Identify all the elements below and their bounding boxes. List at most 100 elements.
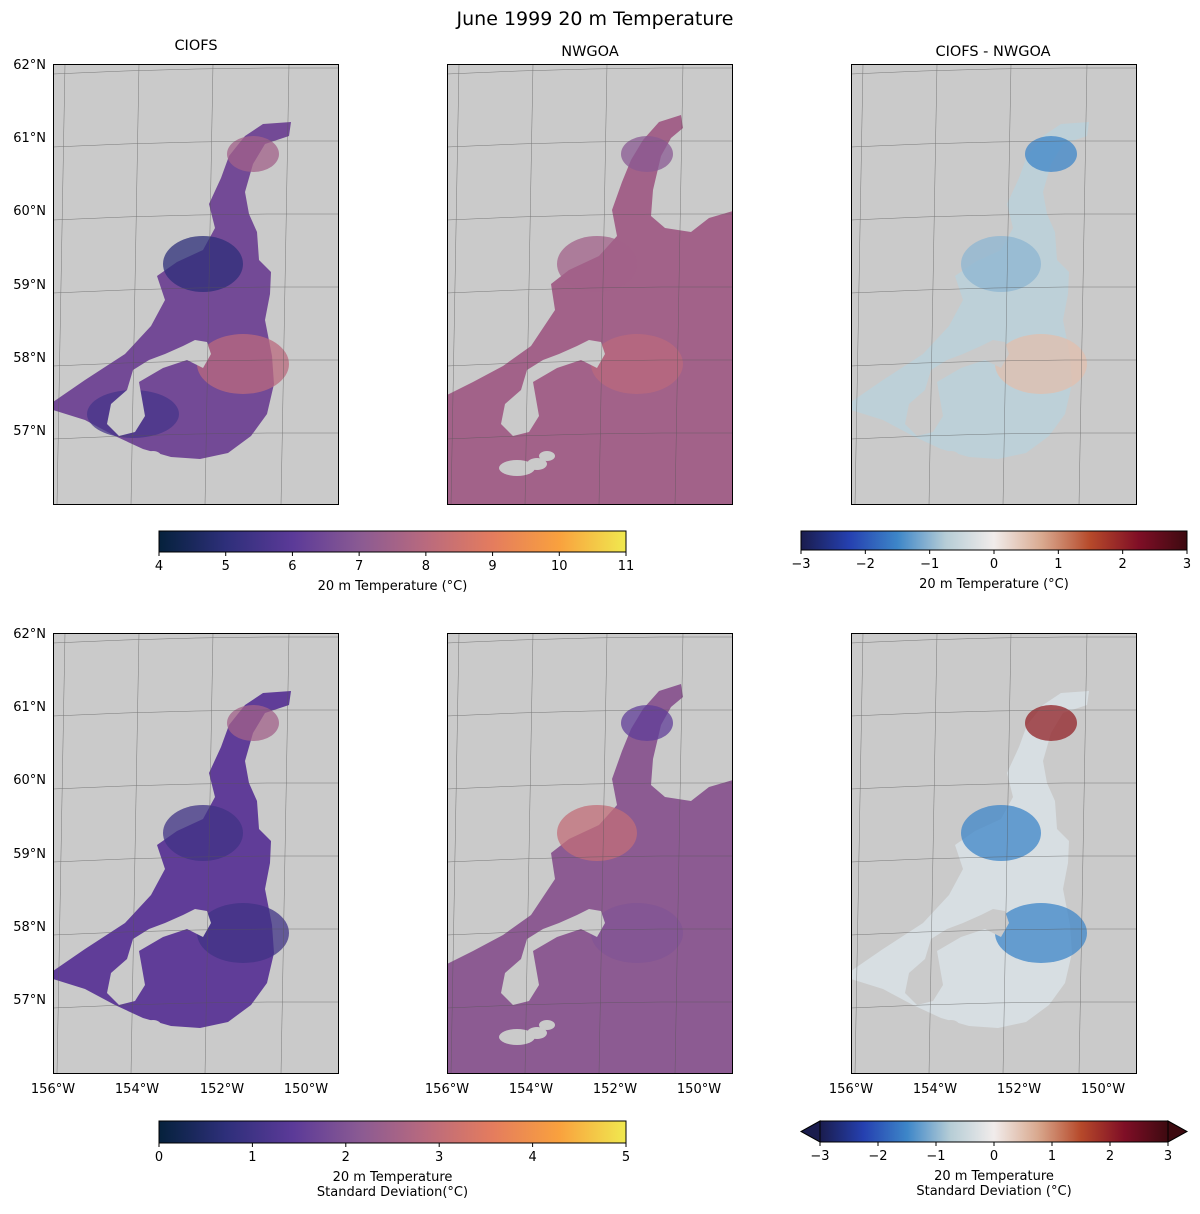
column-title-difference: CIOFS - NWGOA xyxy=(935,44,1050,60)
islet xyxy=(527,1027,547,1039)
colorbar-label-line: Standard Deviation (°C) xyxy=(916,1184,1071,1199)
colorbar-label-line: 20 m Temperature xyxy=(333,1170,453,1185)
colorbar-tick-label: 2 xyxy=(1106,1149,1114,1164)
lon-label: 154°W xyxy=(115,1082,159,1097)
lat-label: 57°N xyxy=(13,424,46,439)
map-panel-top-left xyxy=(53,64,339,505)
column-title-nwgoa: NWGOA xyxy=(561,44,619,60)
islet xyxy=(105,1029,141,1045)
islet xyxy=(539,1020,555,1030)
colorbar-tick-label: −3 xyxy=(810,1149,829,1164)
lon-label: 152°W xyxy=(997,1082,1041,1097)
colorbar-ramp xyxy=(819,1120,1169,1143)
field-patch xyxy=(163,236,243,292)
islet xyxy=(931,458,951,470)
column-title-ciofs: CIOFS xyxy=(174,38,217,54)
lat-label: 59°N xyxy=(13,847,46,862)
islet xyxy=(133,1027,153,1039)
lon-label: 150°W xyxy=(677,1082,721,1097)
map-panel-bottom-left xyxy=(53,633,339,1074)
map-panel-bottom-right xyxy=(851,633,1137,1074)
colorbar-tick-label: −3 xyxy=(791,557,810,572)
colorbar-label-line: 20 m Temperature xyxy=(934,1169,1054,1184)
colorbar-tick-label: 1 xyxy=(1054,557,1062,572)
colorbar-tick-label: 1 xyxy=(1048,1149,1056,1164)
colorbar-tick-label: 4 xyxy=(528,1150,536,1165)
islet xyxy=(133,458,153,470)
colorbar-tick-label: −2 xyxy=(856,557,875,572)
kodiak-island xyxy=(501,909,605,1005)
field-patch xyxy=(621,136,673,172)
field-patch xyxy=(227,705,279,741)
lat-label: 61°N xyxy=(13,700,46,715)
colorbar-tick-label: 11 xyxy=(618,559,635,574)
lat-labels-top: 62°N 61°N 60°N 59°N 58°N 57°N xyxy=(13,58,46,439)
colorbar-tick-label: 7 xyxy=(355,559,363,574)
map-panel-top-right xyxy=(851,64,1137,505)
lon-labels-middle: 156°W 154°W 152°W 150°W xyxy=(425,1082,721,1097)
field-patch xyxy=(591,903,683,963)
colorbar-tick-label: 6 xyxy=(288,559,296,574)
islet xyxy=(539,451,555,461)
kodiak-island xyxy=(107,909,211,1005)
graticule xyxy=(53,633,339,1074)
colorbar-tick-label: −1 xyxy=(926,1149,945,1164)
graticule xyxy=(447,633,733,1074)
colorbar-tick-label: 3 xyxy=(1183,557,1191,572)
field-patch xyxy=(961,236,1041,292)
field-patch xyxy=(197,903,289,963)
graticule xyxy=(447,64,733,505)
colorbar-tick-label: 2 xyxy=(342,1150,350,1165)
colorbar-tick-label: 3 xyxy=(1164,1149,1172,1164)
colorbar-tick-label: 0 xyxy=(990,1149,998,1164)
graticule xyxy=(851,633,1137,1074)
lon-label: 156°W xyxy=(425,1082,469,1097)
field-patch xyxy=(227,136,279,172)
colorbar-tick-label: 1 xyxy=(248,1150,256,1165)
colorbar-ramp xyxy=(800,530,1188,551)
field-patch xyxy=(591,334,683,394)
colorbar-tick-label: 4 xyxy=(155,559,163,574)
kodiak-island xyxy=(905,909,1009,1005)
lat-labels-bottom: 62°N 61°N 60°N 59°N 58°N 57°N xyxy=(13,627,46,1008)
field-patch xyxy=(621,705,673,741)
field-patch xyxy=(557,236,637,292)
islet xyxy=(145,451,161,461)
kodiak-island xyxy=(107,340,211,436)
kodiak-island xyxy=(501,340,605,436)
colorbar-tick-label: 10 xyxy=(551,559,568,574)
panel-frame xyxy=(447,64,733,505)
lon-labels-left: 156°W 154°W 152°W 150°W xyxy=(31,1082,328,1097)
field-patch xyxy=(163,805,243,861)
figure-title: June 1999 20 m Temperature xyxy=(456,8,734,30)
field-patch xyxy=(557,805,637,861)
islet xyxy=(903,1029,939,1045)
lat-label: 58°N xyxy=(13,920,46,935)
colorbar-top-left: 4 5 6 7 8 9 10 11 20 m Temperature (°C) xyxy=(155,530,635,594)
islet xyxy=(105,460,141,476)
islet xyxy=(903,460,939,476)
colorbar-tick-label: 3 xyxy=(435,1150,443,1165)
field-patch xyxy=(1025,136,1077,172)
colorbar-tick-label: 0 xyxy=(990,557,998,572)
map-panel-top-middle xyxy=(447,64,733,505)
panel-frame xyxy=(447,633,733,1074)
lon-label: 154°W xyxy=(509,1082,553,1097)
lon-label: 152°W xyxy=(200,1082,244,1097)
lat-label: 59°N xyxy=(13,278,46,293)
colorbar-extend-min xyxy=(799,1120,821,1143)
colorbar-tick-label: −2 xyxy=(868,1149,887,1164)
graticule xyxy=(53,64,339,505)
lon-label: 150°W xyxy=(1081,1082,1125,1097)
islet xyxy=(499,460,535,476)
lat-label: 60°N xyxy=(13,204,46,219)
field-patch xyxy=(995,334,1087,394)
colorbar-tick-label: 5 xyxy=(222,559,230,574)
colorbar-tick-label: 9 xyxy=(488,559,496,574)
field-patch xyxy=(961,805,1041,861)
panel-frame xyxy=(851,64,1137,505)
islet xyxy=(499,1029,535,1045)
